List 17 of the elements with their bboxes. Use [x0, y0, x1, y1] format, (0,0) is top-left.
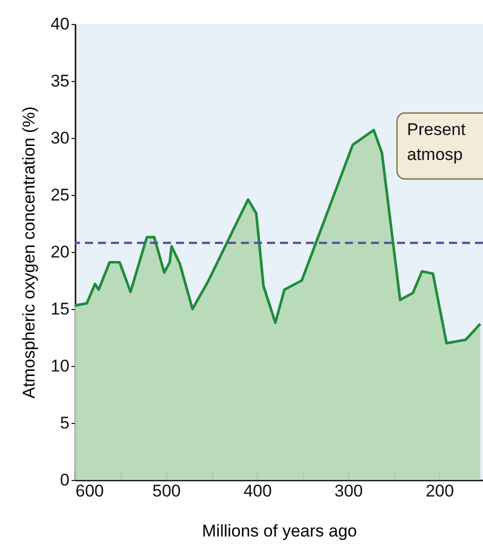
x-tick-label: 300: [334, 482, 363, 500]
y-tick-label: 40: [50, 14, 70, 34]
x-tick-label: 400: [243, 482, 272, 500]
x-tick-label: 500: [152, 482, 181, 500]
y-tick-label: 30: [50, 128, 70, 148]
x-tick-label: 200: [426, 482, 454, 500]
y-tick-label: 10: [50, 356, 70, 376]
y-tick-label: 35: [50, 72, 70, 90]
y-tick-label: 15: [50, 300, 70, 318]
y-tick-label: 0: [60, 470, 70, 490]
x-tick-label: 600: [76, 482, 104, 500]
annotation: Present atmosp: [407, 120, 466, 164]
y-axis-title: Atmospheric oxygen concentration (%): [20, 106, 39, 398]
y-tick-label: 20: [50, 242, 70, 262]
x-axis-title: Millions of years ago: [202, 522, 357, 540]
y-tick-label: 25: [50, 186, 70, 204]
y-tick-label: 5: [60, 414, 70, 432]
